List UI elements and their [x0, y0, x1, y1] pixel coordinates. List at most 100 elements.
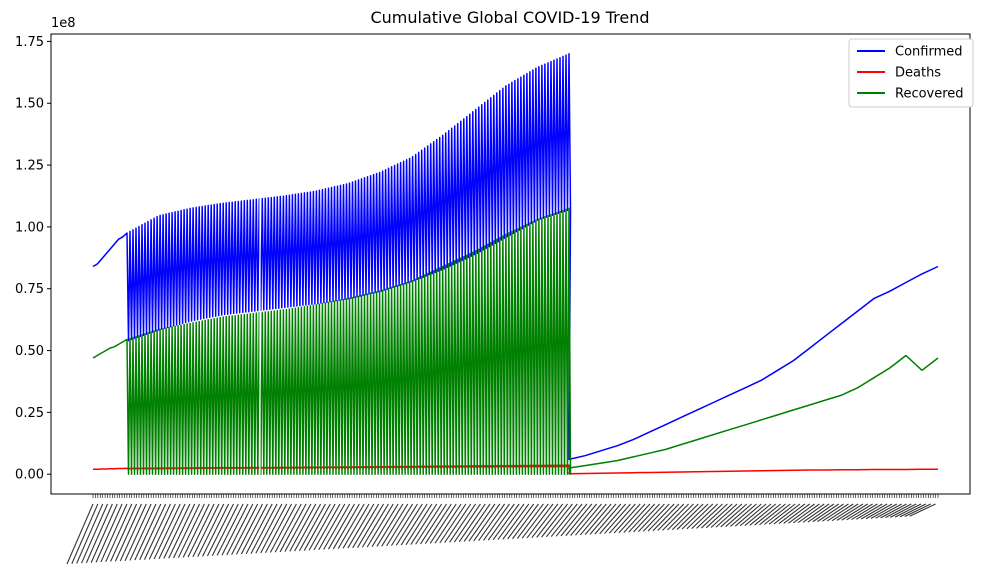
- x-tick-label-mark: [705, 503, 733, 529]
- x-tick-label-mark: [604, 503, 631, 534]
- x-tick-label-mark: [536, 503, 564, 538]
- x-tick-label-mark: [158, 503, 186, 560]
- x-tick-label-mark: [134, 503, 162, 561]
- x-tick-label-mark: [376, 503, 404, 547]
- x-tick-label-mark: [909, 503, 936, 517]
- x-tick-label-mark: [894, 503, 922, 518]
- x-tick-label-mark: [545, 503, 573, 538]
- x-tick-label-mark: [773, 503, 801, 525]
- x-tick-label-mark: [652, 503, 680, 532]
- x-tick-label-mark: [662, 503, 690, 531]
- x-tick-label-mark: [744, 503, 772, 527]
- x-tick-label-mark: [163, 503, 191, 559]
- x-tick-label-mark: [763, 503, 791, 525]
- x-tick-label-mark: [105, 503, 133, 563]
- x-tick-label-mark: [797, 503, 825, 524]
- x-tick-label-mark: [865, 503, 893, 520]
- x-tick-label-mark: [560, 503, 588, 537]
- x-tick-label-mark: [671, 503, 699, 531]
- x-tick-label-mark: [197, 503, 225, 557]
- y-tick-label: 1.75: [15, 35, 44, 50]
- x-tick-label-mark: [628, 503, 656, 533]
- x-tick-label-mark: [298, 503, 326, 552]
- x-tick-label-mark: [512, 503, 539, 540]
- x-tick-label-mark: [221, 503, 249, 556]
- x-tick-label-mark: [332, 503, 360, 550]
- x-tick-label-mark: [899, 503, 927, 518]
- x-tick-label-mark: [507, 503, 535, 540]
- y-tick-label: 0.75: [15, 282, 44, 297]
- x-tick-label-mark: [434, 503, 462, 544]
- x-tick-label-mark: [347, 503, 375, 549]
- x-tick-label-mark: [143, 503, 171, 560]
- x-tick-label-mark: [139, 503, 167, 561]
- x-tick-label-mark: [420, 503, 447, 545]
- y-tick-label: 1.50: [15, 97, 44, 112]
- x-tick-label-mark: [599, 503, 627, 535]
- x-tick-label-mark: [289, 503, 317, 552]
- legend-label-deaths: Deaths: [895, 66, 941, 81]
- x-tick-label-mark: [81, 503, 109, 564]
- x-tick-label-mark: [768, 503, 796, 525]
- x-tick-label-mark: [337, 503, 365, 549]
- x-tick-label-mark: [633, 503, 660, 533]
- x-tick-label-mark: [759, 503, 786, 526]
- x-tick-label-mark: [279, 503, 307, 553]
- x-tick-label-mark: [904, 503, 931, 518]
- x-tick-label-mark: [473, 503, 501, 542]
- x-tick-label-mark: [700, 503, 728, 529]
- x-tick-label-mark: [638, 503, 665, 533]
- x-tick-label-mark: [66, 503, 94, 565]
- x-tick-label-mark: [449, 503, 477, 543]
- x-tick-label-mark: [730, 503, 757, 527]
- x-tick-label-mark: [686, 503, 714, 530]
- x-tick-label-mark: [318, 503, 346, 551]
- x-tick-label-mark: [860, 503, 888, 520]
- x-tick-label-mark: [342, 503, 370, 549]
- x-tick-label-mark: [439, 503, 467, 544]
- x-tick-label-mark: [395, 503, 423, 546]
- y-tick-label: 1.25: [15, 159, 44, 174]
- x-tick-label-mark: [841, 503, 869, 521]
- x-tick-label-mark: [870, 503, 898, 519]
- x-tick-label-mark: [657, 503, 685, 531]
- x-tick-label-mark: [313, 503, 341, 551]
- x-tick-label-mark: [250, 503, 278, 554]
- x-tick-label-mark: [594, 503, 622, 535]
- x-tick-label-mark: [206, 503, 234, 557]
- legend: Confirmed Deaths Recovered: [848, 38, 974, 108]
- x-tick-label-mark: [565, 503, 593, 537]
- x-tick-label-mark: [691, 503, 719, 530]
- x-tick-label-mark: [676, 503, 704, 530]
- x-tick-label-mark: [177, 503, 205, 558]
- x-tick-label-mark: [458, 503, 486, 543]
- x-tick-label-mark: [642, 503, 670, 532]
- x-tick-label-mark: [608, 503, 636, 534]
- x-tick-label-mark: [400, 503, 428, 546]
- x-tick-label-mark: [725, 503, 752, 528]
- x-tick-label-mark: [482, 503, 510, 541]
- x-tick-label-mark: [555, 503, 583, 537]
- x-tick-label-mark: [696, 503, 723, 529]
- x-tick-label-mark: [255, 503, 283, 554]
- plot-area-frame: [50, 33, 971, 495]
- x-tick-label-mark: [85, 503, 113, 564]
- x-tick-label-mark: [274, 503, 302, 553]
- x-tick-label-mark: [405, 503, 433, 546]
- x-tick-label-mark: [570, 503, 598, 536]
- x-tick-label-mark: [284, 503, 312, 552]
- x-tick-label-mark: [148, 503, 176, 560]
- x-tick-label-mark: [817, 503, 844, 522]
- y-axis-offset-label: 1e8: [51, 16, 76, 31]
- x-tick-label-mark: [361, 503, 389, 548]
- x-tick-label-mark: [192, 503, 220, 558]
- x-tick-label-mark: [793, 503, 820, 524]
- x-tick-label-mark: [521, 503, 549, 539]
- y-tick-label: 1.00: [15, 220, 44, 235]
- x-tick-label-mark: [541, 503, 568, 538]
- x-tick-label-mark: [119, 503, 147, 562]
- x-tick-label-mark: [788, 503, 815, 524]
- x-tick-label-mark: [754, 503, 781, 526]
- x-tick-label-mark: [168, 503, 196, 559]
